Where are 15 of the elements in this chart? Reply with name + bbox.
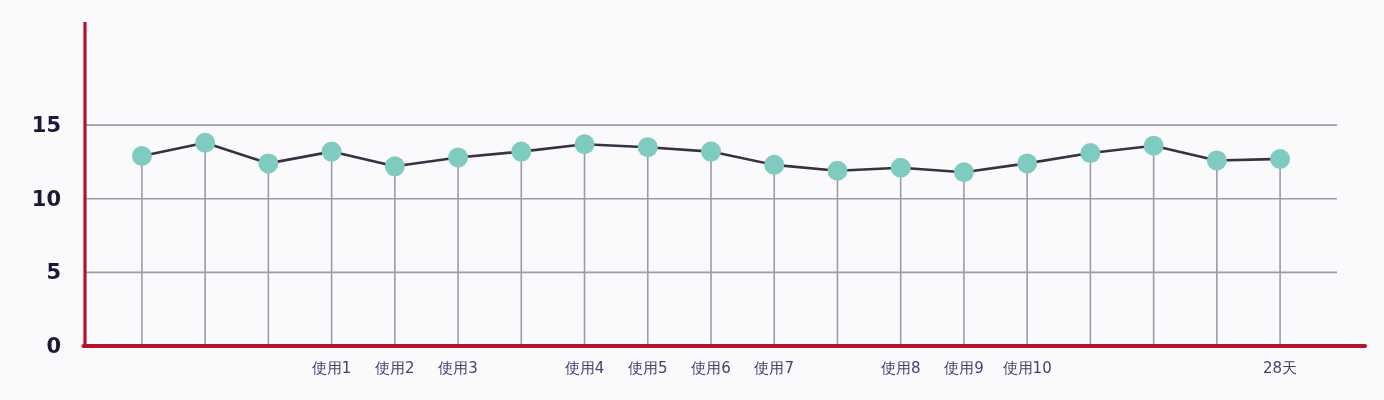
y-tick-label: 15 xyxy=(31,113,61,138)
x-tick-label: 使用9 xyxy=(944,359,984,377)
x-tick-label: 使用8 xyxy=(880,359,921,377)
x-tick-label: 使用6 xyxy=(691,359,731,377)
x-tick-label: 使用3 xyxy=(438,359,478,377)
y-tick-label: 0 xyxy=(46,334,61,358)
x-tick-label: 使用1 xyxy=(311,359,352,377)
y-tick-label: 10 xyxy=(31,186,61,211)
x-tick-label: 28天 xyxy=(1263,359,1298,377)
x-tick-label: 使用4 xyxy=(564,359,605,377)
x-tick-label: 使用2 xyxy=(375,359,415,377)
x-tick-label: 使用10 xyxy=(1002,359,1052,377)
x-tick-label: 使用5 xyxy=(628,359,668,377)
x-tick-label: 使用7 xyxy=(754,359,794,377)
y-tick-label: 5 xyxy=(46,260,61,285)
